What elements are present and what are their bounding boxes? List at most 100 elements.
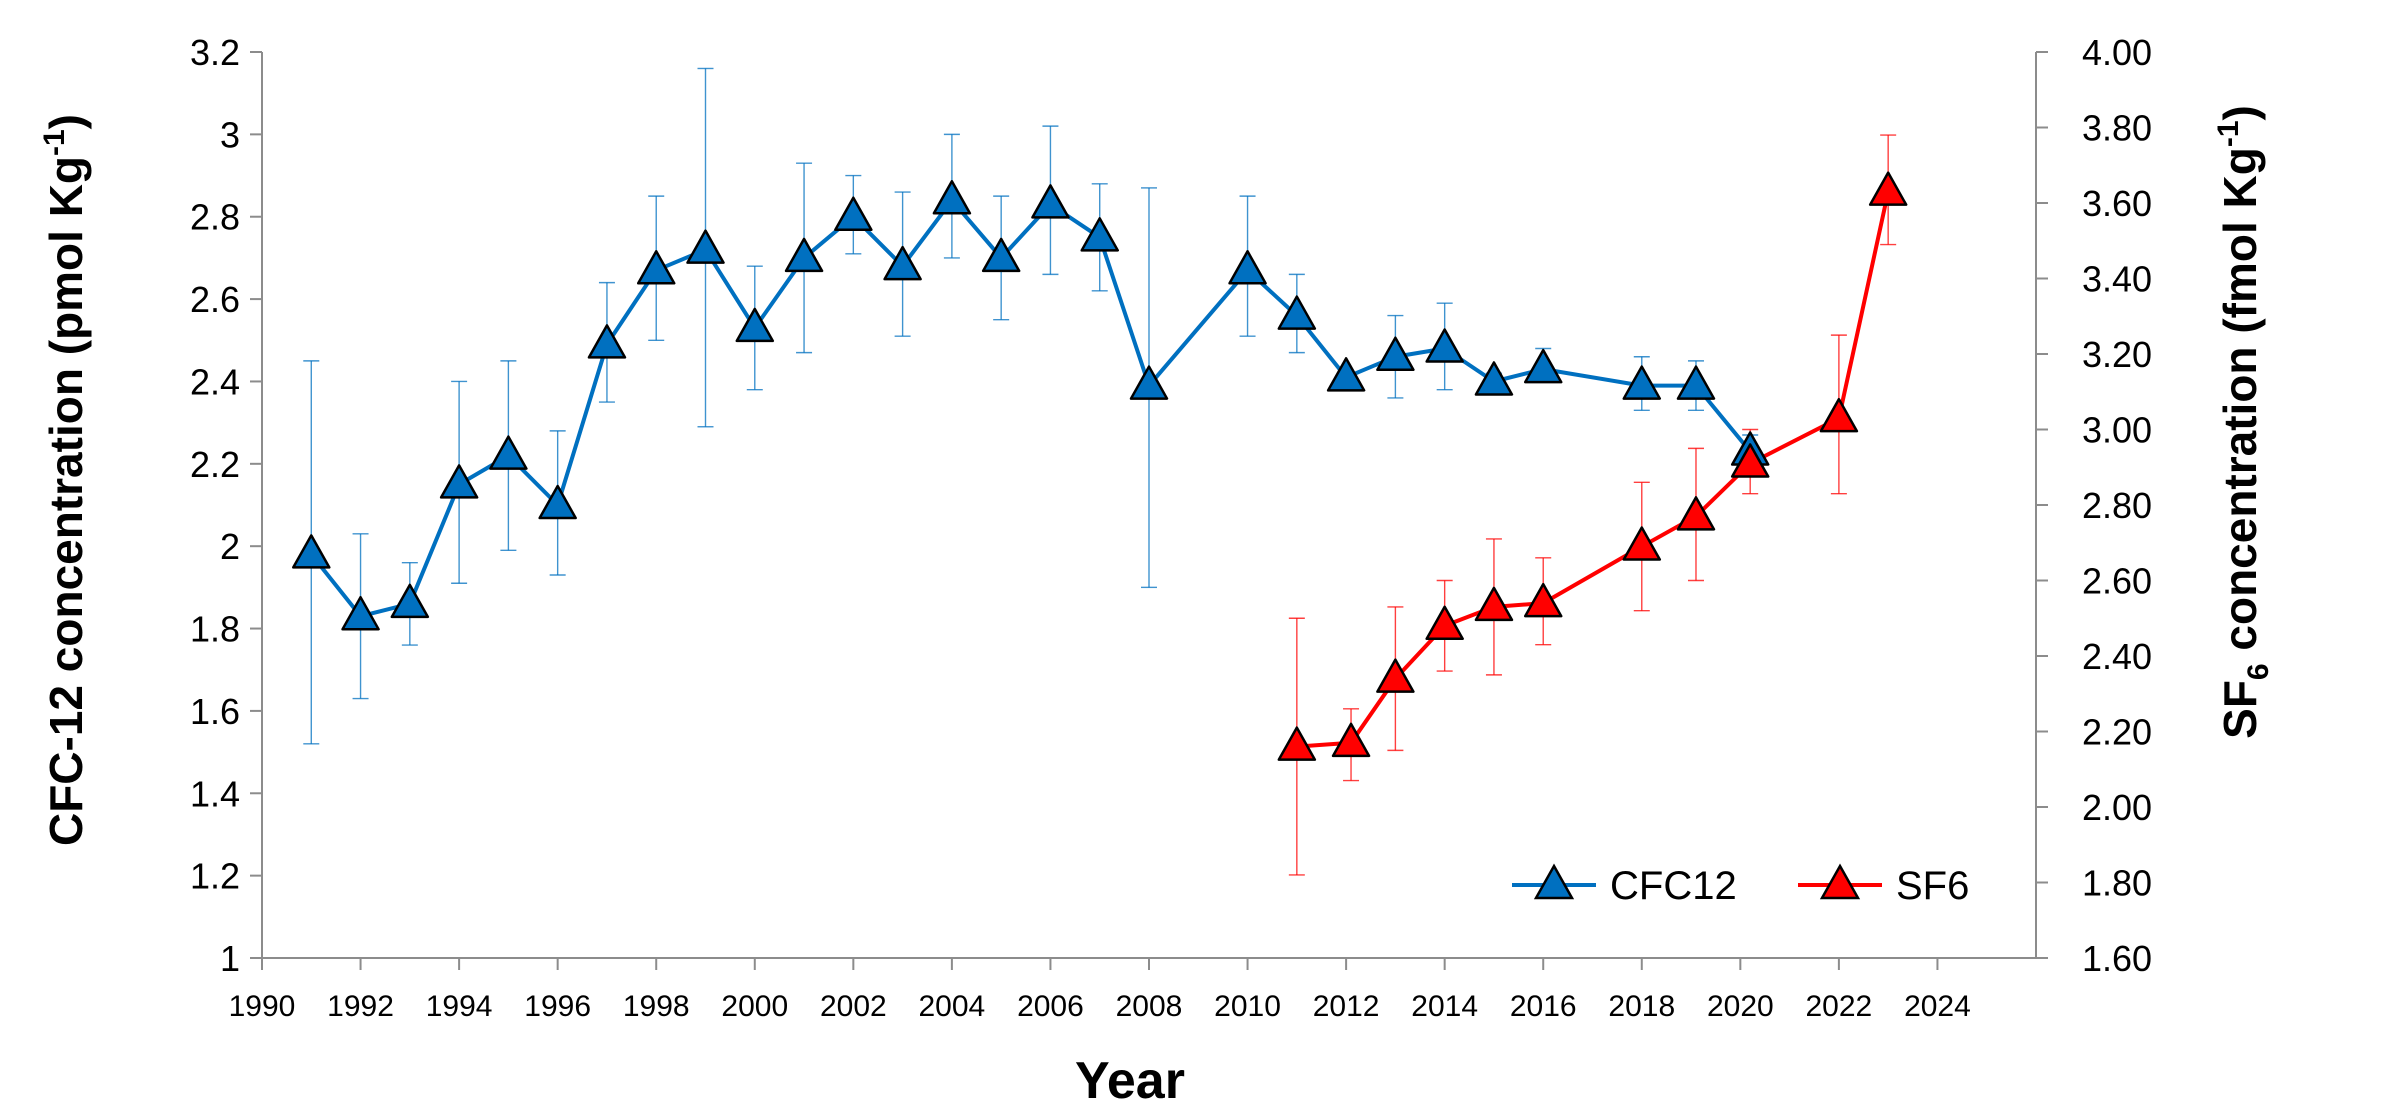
cfc12-point: [1376, 336, 1415, 371]
sf6-point: [1331, 722, 1371, 758]
right-tick-label: 2.60: [2082, 561, 2152, 602]
cfc12-point: [686, 229, 725, 264]
sf6-point: [1819, 397, 1859, 433]
right-tick-label: 3.40: [2082, 259, 2152, 300]
left-tick-label: 3.2: [190, 32, 240, 73]
cfc12-point: [1080, 217, 1119, 252]
right-tick-label: 3.60: [2082, 183, 2152, 224]
right-tick-label: 4.00: [2082, 32, 2152, 73]
left-axis-title-tail: ): [40, 114, 92, 129]
left-tick-label: 2.8: [190, 197, 240, 238]
left-tick-label: 1.4: [190, 773, 240, 814]
left-tick-label: 1.6: [190, 691, 240, 732]
right-tick-label: 2.80: [2082, 485, 2152, 526]
right-tick-label: 3.00: [2082, 410, 2152, 451]
legend-cfc12-label: CFC12: [1610, 864, 1737, 908]
sf6-point: [1376, 658, 1415, 693]
cfc12-point: [1676, 365, 1716, 400]
x-tick-label: 2006: [1017, 990, 1084, 1023]
cfc12-point: [932, 180, 972, 215]
sf6-point: [1868, 171, 1908, 206]
right-tick-label: 2.20: [2082, 712, 2152, 753]
x-tick-label: 1994: [426, 990, 493, 1023]
right-tick-label: 2.00: [2082, 787, 2152, 828]
right-axis-ticks: 1.60 1.80 2.00 2.20 2.40 2.60 2.80 3.00 3.20 3.40…: [2036, 32, 2152, 979]
x-axis-title: Year: [1075, 1052, 1185, 1110]
cfc12-point: [1474, 361, 1514, 396]
series-markers: [292, 171, 1908, 761]
cfc12-point: [439, 464, 479, 499]
cfc12-point: [341, 595, 380, 631]
x-axis-ticks: 1990 1992 1994 1996 1998 2000 2002 2004 2006 2008…: [229, 958, 1971, 1023]
x-tick-label: 2010: [1214, 990, 1281, 1023]
cfc12-point: [292, 534, 331, 569]
cfc12-point: [981, 237, 1021, 273]
cfc12-point: [834, 196, 873, 231]
left-tick-label: 3: [220, 114, 240, 155]
right-tick-label: 2.40: [2082, 636, 2152, 677]
x-tick-label: 2014: [1411, 990, 1478, 1023]
legend-cfc12-marker: [1533, 863, 1575, 900]
cfc12-point: [1031, 184, 1070, 219]
legend-sf6-label: SF6: [1896, 864, 1969, 908]
x-tick-label: 2004: [919, 990, 986, 1023]
sf6-point: [1523, 582, 1563, 618]
x-tick-label: 1998: [623, 990, 690, 1023]
cfc12-point: [489, 435, 528, 470]
sf6-line: [1296, 191, 1891, 749]
cfc12-point: [390, 583, 430, 619]
sf6-error-bars: [1288, 134, 1897, 876]
left-tick-label: 1.8: [190, 609, 240, 650]
left-axis-title: CFC-12 concentration (pmol Kg-1): [38, 114, 92, 846]
right-axis-title-sub: 6: [2242, 663, 2275, 680]
cfc12-point: [1228, 250, 1267, 285]
cfc12-point: [587, 324, 627, 359]
x-tick-label: 2024: [1904, 990, 1971, 1023]
cfc12-point: [538, 484, 577, 520]
x-tick-label: 1992: [327, 990, 394, 1023]
x-tick-label: 2008: [1116, 990, 1183, 1023]
legend-sf6-marker: [1819, 863, 1861, 900]
x-tick-label: 1990: [229, 990, 296, 1023]
right-axis-title-tail: ): [2214, 105, 2266, 120]
cfc12-point: [636, 250, 676, 285]
cfc12-point: [784, 237, 824, 273]
cfc12-line: [309, 198, 1752, 619]
left-axis-ticks: 1 1.2 1.4 1.6 1.8 2 2.2 2.4 2.6 2.8 3 3.2: [190, 32, 262, 979]
left-tick-label: 2: [220, 526, 240, 567]
cfc12-point: [1523, 348, 1563, 384]
cfc12-point: [1425, 328, 1464, 363]
right-tick-label: 3.20: [2082, 334, 2152, 375]
sf6-point: [1425, 605, 1464, 641]
left-tick-label: 2.6: [190, 279, 240, 320]
right-axis-title-sup: -1: [2212, 120, 2245, 147]
sf6-point: [1277, 726, 1317, 761]
x-tick-label: 2018: [1608, 990, 1675, 1023]
cfc12-point: [883, 245, 922, 281]
sf6-point: [1676, 496, 1716, 531]
left-axis-title-sup: -1: [38, 129, 71, 156]
legend: CFC12 SF6: [1512, 863, 1969, 908]
cfc12-point: [735, 307, 775, 343]
cfc12-point: [1326, 357, 1366, 392]
cfc12-error-bars: [303, 67, 1759, 745]
x-tick-label: 2012: [1313, 990, 1380, 1023]
x-tick-label: 2020: [1707, 990, 1774, 1023]
right-axis-title: SF6 concentration (fmol Kg-1): [2212, 105, 2275, 739]
x-tick-label: 1996: [524, 990, 591, 1023]
right-axis-title-pre: SF: [2214, 680, 2266, 739]
left-tick-label: 1: [220, 938, 240, 979]
right-tick-label: 3.80: [2082, 108, 2152, 149]
x-tick-label: 2000: [721, 990, 788, 1023]
cfc12-point: [1277, 295, 1317, 330]
left-tick-label: 1.2: [190, 856, 240, 897]
sf6-point: [1622, 526, 1662, 561]
left-axis-title-main: CFC-12 concentration (pmol Kg: [40, 156, 92, 846]
cfc12-point: [1129, 365, 1169, 400]
left-tick-label: 2.4: [190, 361, 240, 402]
sf6-point: [1474, 586, 1514, 622]
cfc12-point: [1622, 365, 1662, 400]
sf6-point: [1730, 443, 1770, 478]
x-tick-label: 2002: [820, 990, 887, 1023]
